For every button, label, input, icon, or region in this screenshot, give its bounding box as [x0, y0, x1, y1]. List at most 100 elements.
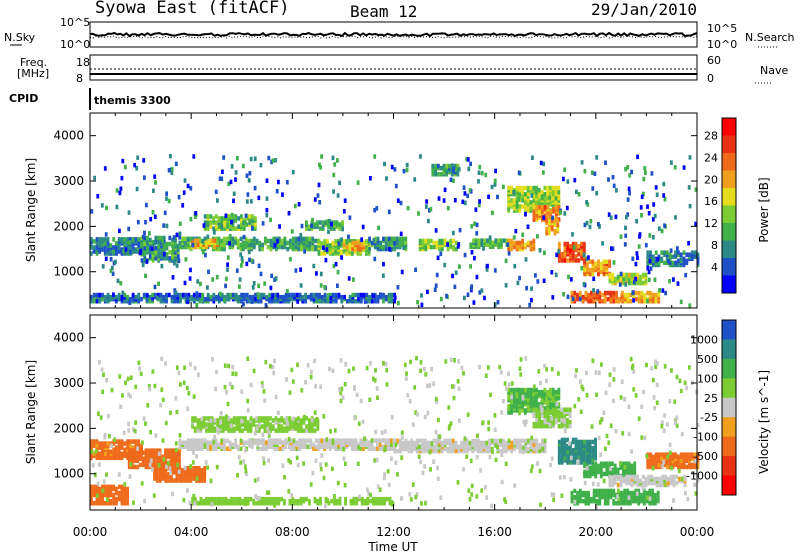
heatmap-cell [117, 296, 121, 302]
heatmap-cell [90, 299, 93, 304]
heatmap-cell [189, 186, 193, 191]
heatmap-cell [314, 238, 317, 244]
heatmap-cell [452, 178, 455, 183]
heatmap-cell [507, 185, 511, 191]
heatmap-cell [191, 416, 194, 421]
heatmap-cell [331, 245, 335, 250]
heatmap-cell [317, 251, 321, 256]
heatmap-cell [95, 251, 99, 256]
heatmap-cell [376, 438, 379, 443]
heatmap-cell [98, 451, 102, 456]
heatmap-cell [175, 466, 179, 471]
heatmap-cell [457, 242, 461, 247]
heatmap-cell [267, 442, 271, 447]
heatmap-cell [104, 256, 108, 261]
heatmap-cell [696, 464, 700, 470]
heatmap-cell [419, 459, 423, 465]
heatmap-cell [377, 225, 380, 231]
heatmap-cell [618, 282, 622, 287]
heatmap-cell [231, 218, 235, 223]
heatmap-cell [426, 448, 430, 454]
heatmap-cell [651, 235, 655, 240]
heatmap-cell [336, 158, 339, 163]
heatmap-cell [594, 443, 597, 449]
heatmap-cell [257, 416, 261, 421]
heatmap-cell [582, 282, 586, 287]
heatmap-cell [515, 438, 519, 444]
heatmap-cell [494, 443, 498, 448]
heatmap-cell [326, 239, 329, 244]
heatmap-cell [240, 218, 243, 223]
heatmap-cell [191, 460, 195, 465]
heatmap-cell [165, 196, 168, 201]
heatmap-cell [258, 240, 262, 246]
heatmap-cell [260, 424, 264, 429]
heatmap-cell [626, 296, 630, 302]
heatmap-cell [333, 162, 337, 167]
heatmap-cell [131, 292, 135, 298]
heatmap-cell [387, 236, 391, 242]
heatmap-cell [639, 274, 642, 280]
heatmap-cell [141, 456, 145, 461]
heatmap-cell [638, 232, 642, 237]
heatmap-cell [321, 224, 325, 229]
heatmap-cell [134, 439, 138, 444]
heatmap-cell [351, 444, 354, 449]
heatmap-cell [212, 216, 215, 221]
heatmap-cell [224, 283, 227, 289]
heatmap-cell [349, 498, 353, 504]
heatmap-cell [399, 438, 402, 444]
heatmap-cell [480, 170, 484, 176]
heatmap-cell [326, 440, 329, 445]
heatmap-cell [463, 444, 466, 450]
heatmap-cell [466, 193, 469, 199]
heatmap-cell [207, 501, 211, 506]
heatmap-cell [607, 177, 610, 182]
heatmap-cell [550, 270, 554, 275]
heatmap-cell [662, 193, 666, 198]
heatmap-cell [220, 292, 224, 298]
heatmap-cell [226, 224, 229, 229]
heatmap-cell [212, 226, 215, 231]
heatmap-cell [445, 163, 449, 169]
heatmap-cell [504, 258, 508, 264]
heatmap-cell [273, 438, 276, 443]
heatmap-cell [300, 244, 303, 250]
heatmap-cell [343, 483, 347, 488]
heatmap-cell [174, 441, 178, 446]
heatmap-cell [367, 440, 371, 445]
heatmap-cell [584, 490, 588, 496]
heatmap-cell [642, 494, 646, 500]
heatmap-cell [590, 299, 593, 304]
heatmap-cell [640, 294, 644, 300]
heatmap-cell [333, 496, 336, 502]
heatmap-cell [131, 249, 135, 254]
heatmap-cell [303, 236, 306, 242]
heatmap-cell [657, 260, 661, 266]
heatmap-cell [366, 496, 370, 502]
heatmap-cell [134, 247, 138, 252]
heatmap-cell [640, 213, 643, 218]
heatmap-cell [592, 292, 596, 298]
heatmap-cell [667, 258, 670, 264]
heatmap-cell [200, 438, 204, 443]
heatmap-cell [189, 216, 193, 222]
heatmap-cell [526, 398, 530, 403]
heatmap-cell [239, 236, 243, 242]
heatmap-cell [114, 259, 117, 265]
heatmap-cell [467, 166, 471, 172]
heatmap-cell [694, 459, 697, 464]
heatmap-cell [167, 292, 171, 298]
heatmap-cell [193, 496, 197, 502]
heatmap-cell [323, 251, 326, 256]
heatmap-cell [649, 452, 652, 457]
heatmap-cell [393, 244, 396, 250]
heatmap-cell [499, 442, 502, 448]
heatmap-cell [237, 224, 240, 229]
heatmap-cell [528, 302, 532, 308]
heatmap-cell [121, 158, 125, 164]
heatmap-cell [502, 184, 505, 190]
heatmap-cell [420, 302, 424, 308]
heatmap-cell [206, 214, 210, 219]
heatmap-cell [171, 247, 175, 252]
